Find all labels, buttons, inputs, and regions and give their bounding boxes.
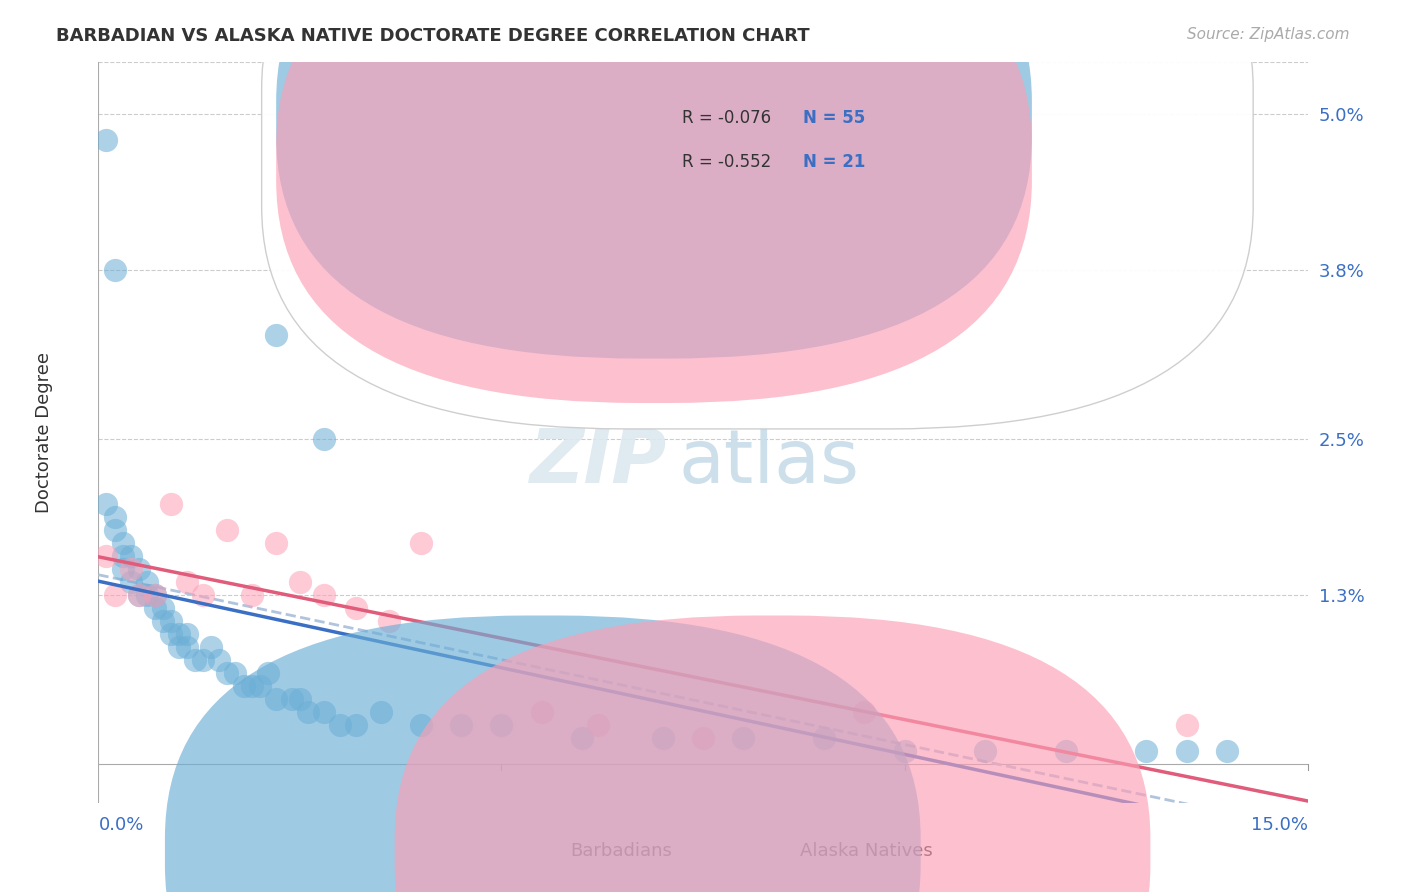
Point — [167, 640, 190, 654]
Text: R = -0.076: R = -0.076 — [682, 109, 772, 127]
Point — [1135, 744, 1157, 758]
Point — [853, 705, 876, 719]
Text: ZIP: ZIP — [530, 425, 666, 499]
FancyBboxPatch shape — [262, 0, 1253, 429]
Point — [288, 574, 311, 589]
Text: 0.0%: 0.0% — [98, 816, 143, 834]
FancyBboxPatch shape — [276, 0, 1032, 403]
Point — [1054, 744, 1077, 758]
Point — [176, 640, 198, 654]
Point — [329, 718, 352, 732]
Point — [281, 692, 304, 706]
Point — [208, 653, 231, 667]
Text: Doctorate Degree: Doctorate Degree — [35, 352, 53, 513]
Point — [152, 614, 174, 628]
Point — [160, 497, 183, 511]
Point — [193, 588, 215, 602]
Point — [120, 562, 142, 576]
Point — [96, 133, 118, 147]
Point — [143, 588, 166, 602]
Point — [314, 432, 336, 446]
Point — [1175, 744, 1198, 758]
Point — [217, 523, 239, 537]
Point — [491, 718, 513, 732]
Text: R = -0.552: R = -0.552 — [682, 153, 772, 171]
Point — [264, 692, 287, 706]
Point — [344, 718, 367, 732]
Point — [893, 744, 915, 758]
Point — [120, 574, 142, 589]
Point — [128, 588, 150, 602]
Point — [160, 614, 183, 628]
Point — [256, 665, 278, 680]
Point — [143, 601, 166, 615]
Point — [288, 692, 311, 706]
Point — [586, 718, 609, 732]
Point — [1175, 718, 1198, 732]
Point — [530, 705, 553, 719]
Point — [1216, 744, 1239, 758]
Point — [733, 731, 755, 745]
Point — [152, 601, 174, 615]
Point — [200, 640, 222, 654]
Point — [111, 549, 134, 563]
Point — [103, 523, 125, 537]
Point — [103, 263, 125, 277]
Point — [450, 718, 472, 732]
Point — [176, 627, 198, 641]
Point — [135, 588, 157, 602]
Text: Barbadians: Barbadians — [569, 842, 672, 860]
Point — [974, 744, 997, 758]
Point — [232, 679, 254, 693]
Point — [96, 497, 118, 511]
Point — [264, 536, 287, 550]
Text: Source: ZipAtlas.com: Source: ZipAtlas.com — [1187, 27, 1350, 42]
Point — [176, 574, 198, 589]
Point — [96, 549, 118, 563]
Point — [409, 718, 432, 732]
Point — [224, 665, 246, 680]
Point — [103, 510, 125, 524]
FancyBboxPatch shape — [276, 0, 1032, 359]
Point — [314, 588, 336, 602]
Text: BARBADIAN VS ALASKA NATIVE DOCTORATE DEGREE CORRELATION CHART: BARBADIAN VS ALASKA NATIVE DOCTORATE DEG… — [56, 27, 810, 45]
Point — [297, 705, 319, 719]
Point — [264, 328, 287, 343]
Point — [143, 588, 166, 602]
FancyBboxPatch shape — [395, 615, 1150, 892]
Point — [240, 679, 263, 693]
Point — [128, 562, 150, 576]
Point — [692, 731, 714, 745]
Point — [813, 731, 835, 745]
Point — [111, 536, 134, 550]
Point — [344, 601, 367, 615]
Point — [193, 653, 215, 667]
Point — [249, 679, 271, 693]
Point — [651, 731, 673, 745]
Point — [120, 549, 142, 563]
Point — [571, 731, 593, 745]
Point — [240, 588, 263, 602]
FancyBboxPatch shape — [165, 615, 921, 892]
Text: N = 55: N = 55 — [803, 109, 866, 127]
Point — [377, 614, 399, 628]
Point — [103, 588, 125, 602]
Text: atlas: atlas — [679, 425, 860, 499]
Text: 15.0%: 15.0% — [1250, 816, 1308, 834]
Point — [184, 653, 207, 667]
Point — [409, 536, 432, 550]
Point — [217, 665, 239, 680]
Point — [111, 562, 134, 576]
Text: N = 21: N = 21 — [803, 153, 866, 171]
Text: Alaska Natives: Alaska Natives — [800, 842, 932, 860]
Point — [314, 705, 336, 719]
Point — [135, 574, 157, 589]
Point — [128, 588, 150, 602]
Point — [167, 627, 190, 641]
Point — [370, 705, 392, 719]
Point — [160, 627, 183, 641]
